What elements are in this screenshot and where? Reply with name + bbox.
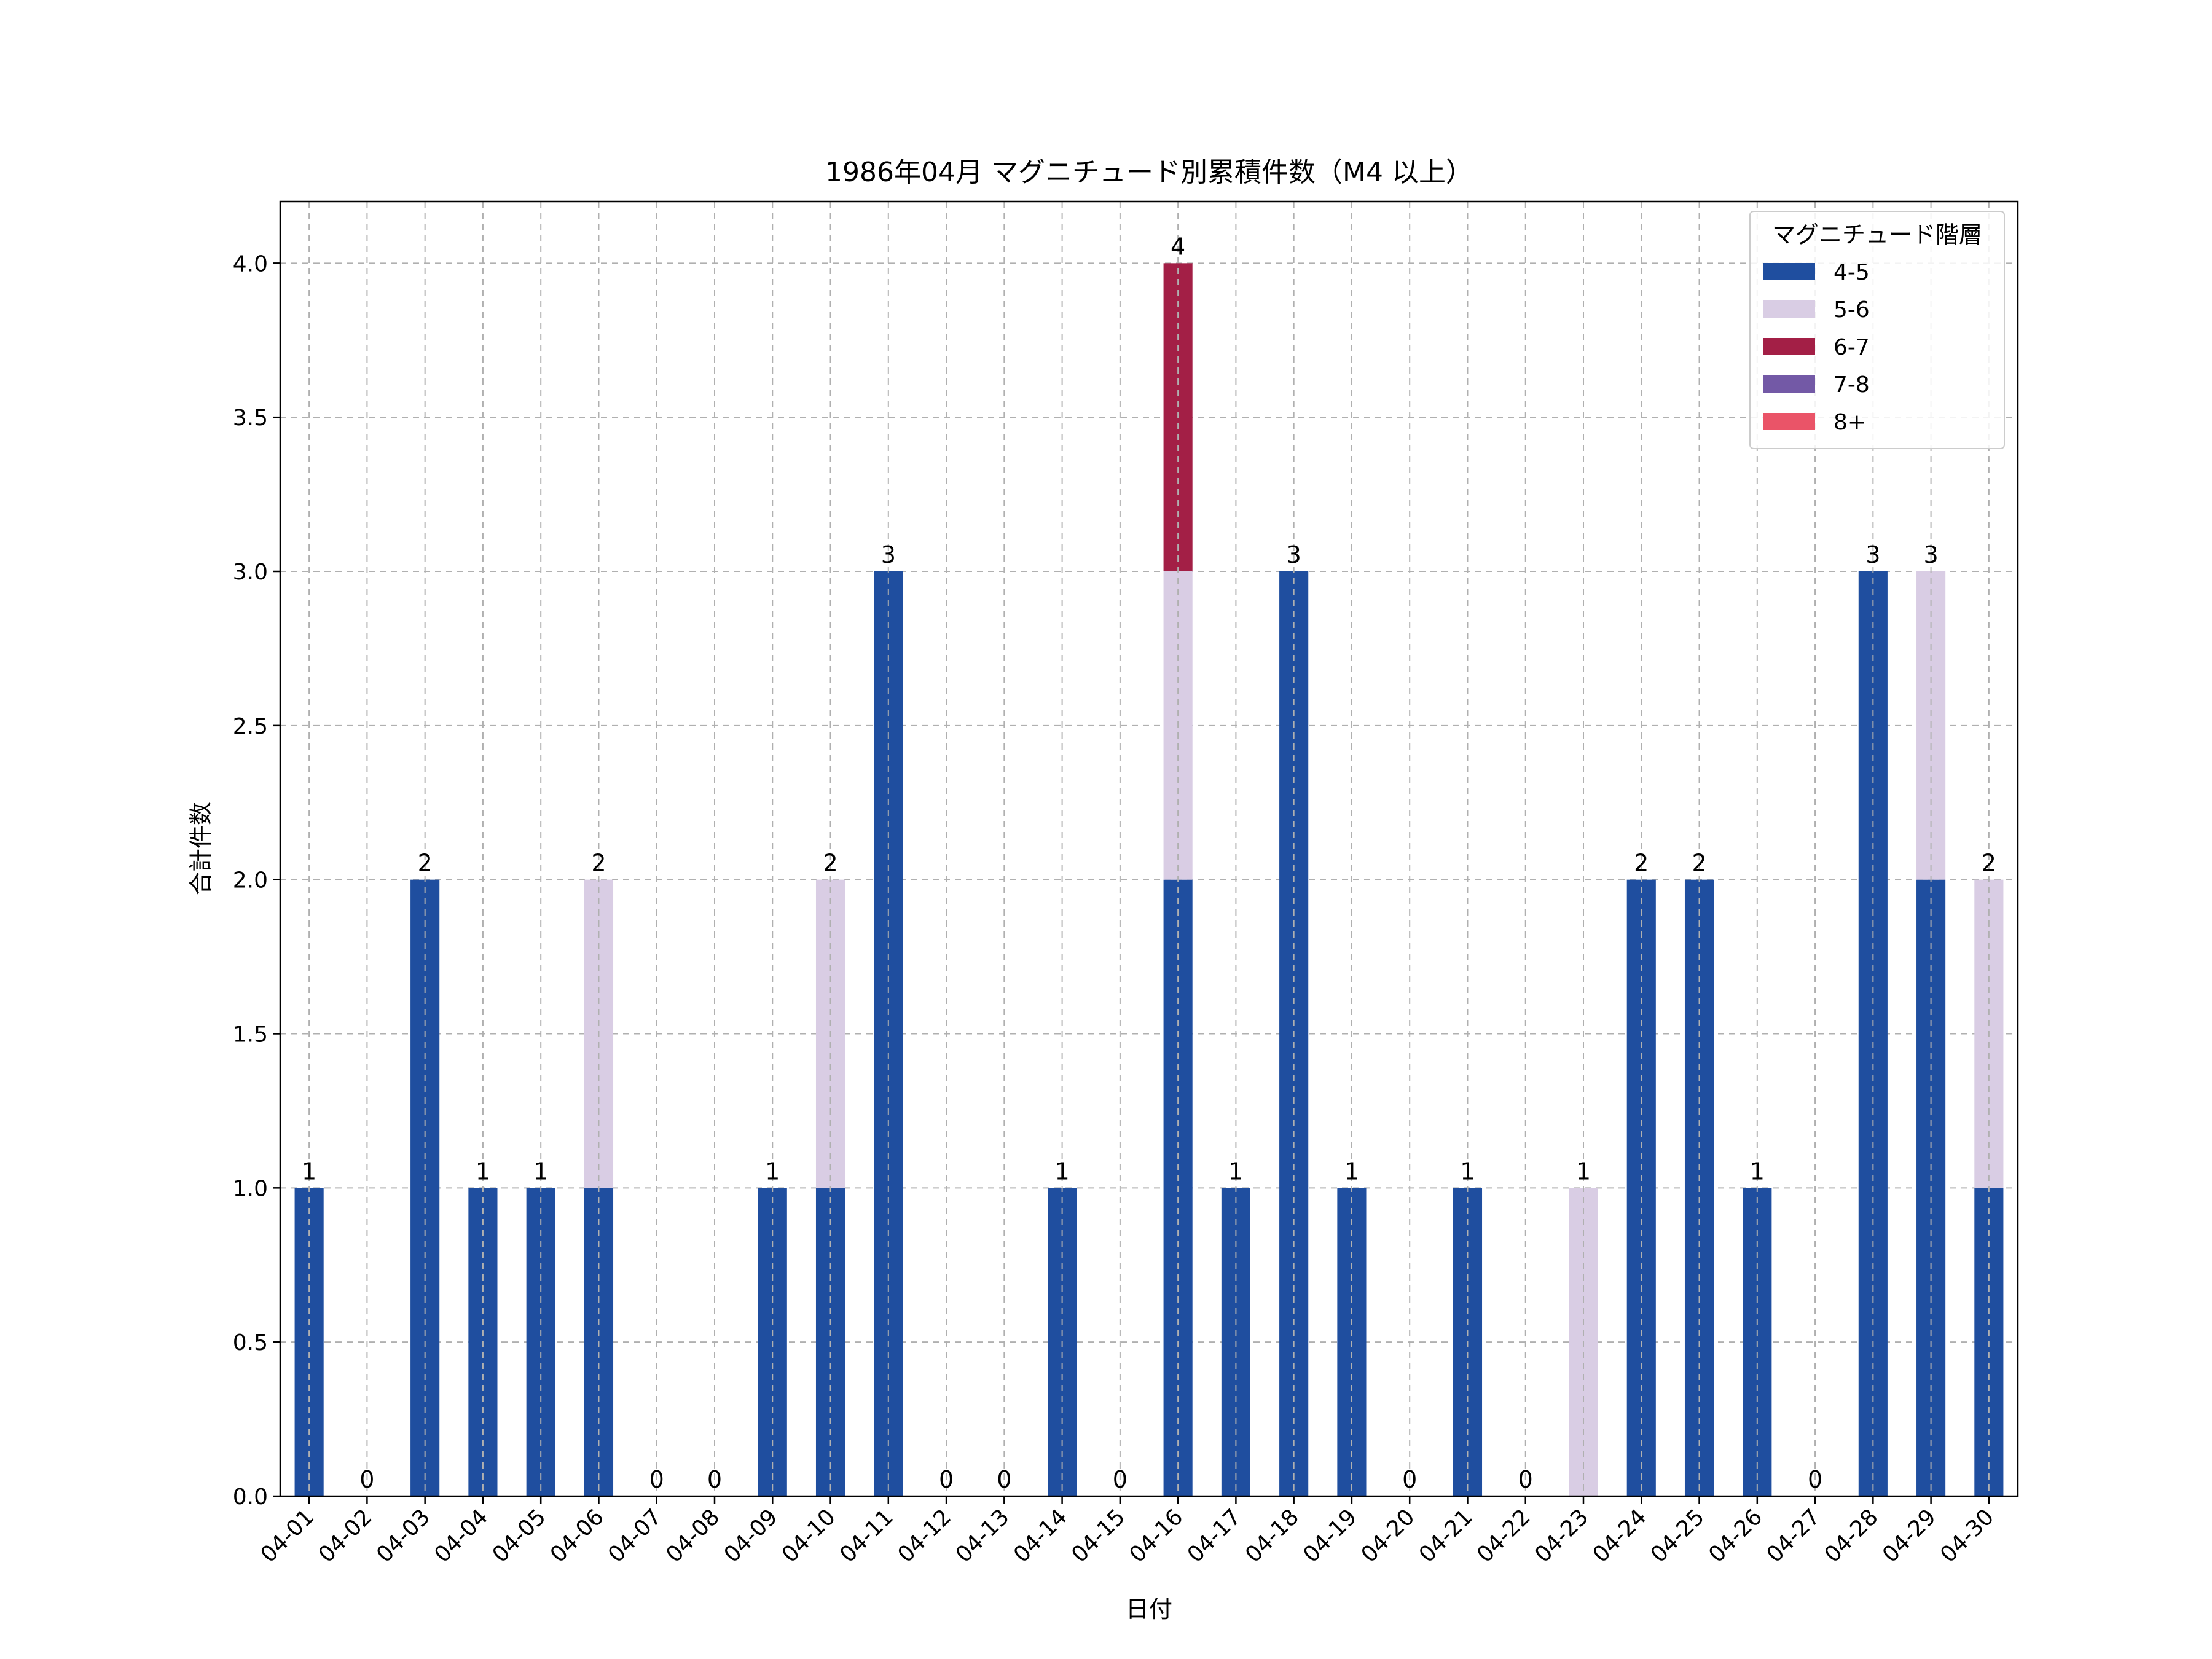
grid [280,262,2018,1497]
x-tick-label: 04-08 [661,1504,724,1567]
bar-total-label: 4 [1171,233,1185,260]
bar-total-label: 0 [649,1466,664,1493]
x-tick-label: 04-28 [1820,1504,1883,1567]
plot-frame [279,200,2019,1497]
bar-total-label: 1 [1344,1158,1359,1185]
x-tick-label: 04-02 [314,1504,377,1567]
x-tick-label: 04-25 [1646,1504,1709,1567]
y-axis: 0.0 0.5 1.0 1.5 2.0 2.5 3.0 3.5 4.0 [233,251,280,1510]
bar-total-label: 1 [1055,1158,1070,1185]
x-tick-label: 04-18 [1241,1504,1304,1567]
x-tick-label: 04-11 [835,1504,898,1567]
legend-label-7-8: 7-8 [1834,372,1870,398]
bar-total-label: 2 [591,850,606,877]
legend-label-6-7: 6-7 [1834,335,1870,360]
bar-total-label: 0 [1808,1466,1822,1493]
bar-total-label: 3 [1924,541,1939,568]
x-tick-label: 04-26 [1704,1504,1767,1567]
bar-total-label: 3 [1865,541,1880,568]
bar-total-label: 0 [1518,1466,1533,1493]
legend-items: 4-5 5-6 6-7 7-8 8+ [1763,260,1870,435]
bar-total-label: 0 [707,1466,722,1493]
x-tick-label: 04-06 [546,1504,609,1567]
x-tick-label: 04-04 [429,1504,493,1567]
y-tick-label: 3.0 [233,560,268,585]
x-tick-label: 04-27 [1762,1504,1825,1567]
x-tick-label: 04-09 [720,1504,783,1567]
bar-total-label: 0 [997,1466,1011,1493]
bar-total-label: 1 [533,1158,548,1185]
x-tick-label: 04-01 [256,1504,320,1567]
x-tick-label: 04-30 [1936,1504,1999,1567]
x-tick-label: 04-29 [1878,1504,1941,1567]
bar-total-label: 1 [1460,1158,1475,1185]
y-axis-label: 合計件数 [187,802,214,895]
vertical-grid [308,202,1990,1496]
x-axis: 04-0104-0204-0304-0404-0504-0604-0704-08… [256,1496,1999,1567]
bar-total-label: 1 [302,1158,316,1185]
legend-label-8+: 8+ [1834,410,1866,435]
x-tick-label: 04-24 [1588,1504,1652,1567]
bar-total-label: 2 [1692,850,1706,877]
y-tick-label: 1.5 [233,1022,268,1048]
legend-label-4-5: 4-5 [1834,260,1870,285]
bar-total-label: 1 [476,1158,490,1185]
x-tick-label: 04-19 [1298,1504,1362,1567]
bar-total-label: 2 [823,850,837,877]
x-tick-label: 04-21 [1414,1504,1478,1567]
x-tick-label: 04-12 [893,1504,956,1567]
y-tick-label: 1.0 [233,1176,268,1201]
bar-total-label: 1 [765,1158,780,1185]
x-axis-label: 日付 [1126,1596,1172,1623]
x-tick-label: 04-14 [1009,1504,1072,1567]
bar-total-label: 2 [1982,850,1996,877]
legend-swatch-4-5 [1763,263,1815,280]
x-tick-label: 04-03 [372,1504,435,1567]
x-tick-label: 04-15 [1067,1504,1130,1567]
y-tick-label: 0.0 [233,1484,268,1510]
x-tick-label: 04-10 [777,1504,841,1567]
data-labels: 1 0 2 1 1 2 0 0 1 2 3 0 0 1 0 4 1 3 1 0 1 0 1 2 2 1 0 3 3 2 [302,233,1996,1493]
y-tick-label: 4.0 [233,251,268,276]
bar-total-label: 1 [1750,1158,1765,1185]
chart-title: 1986年04月 マグニチュード別累積件数（M4 以上） [825,157,1473,188]
y-tick-label: 2.5 [233,714,268,739]
x-tick-label: 04-23 [1530,1504,1593,1567]
bar-total-label: 2 [418,850,433,877]
bar-total-label: 2 [1634,850,1649,877]
legend-label-5-6: 5-6 [1834,297,1870,323]
y-tick-label: 0.5 [233,1330,268,1355]
bar-total-label: 1 [1576,1158,1591,1185]
bar-total-label: 3 [1287,541,1301,568]
legend-title: マグニチュード階層 [1772,221,1982,248]
legend-swatch-7-8 [1763,375,1815,393]
bar-total-label: 0 [1402,1466,1417,1493]
x-tick-label: 04-17 [1183,1504,1246,1567]
x-tick-label: 04-16 [1125,1504,1188,1567]
bar-total-label: 1 [1228,1158,1243,1185]
bar-total-label: 3 [881,541,896,568]
x-tick-label: 04-20 [1357,1504,1420,1567]
bar-total-label: 0 [1113,1466,1128,1493]
y-tick-label: 2.0 [233,868,268,893]
bar-total-label: 0 [939,1466,954,1493]
bar-total-label: 0 [359,1466,374,1493]
legend-swatch-5-6 [1763,300,1815,318]
legend: マグニチュード階層 4-5 5-6 6-7 7-8 8+ [1749,211,2005,449]
x-tick-label: 04-07 [603,1504,667,1567]
legend-swatch-8+ [1763,413,1815,430]
legend-swatch-6-7 [1763,338,1815,355]
x-tick-label: 04-13 [951,1504,1014,1567]
x-tick-label: 04-05 [488,1504,551,1567]
y-tick-label: 3.5 [233,406,268,431]
x-tick-label: 04-22 [1472,1504,1535,1567]
